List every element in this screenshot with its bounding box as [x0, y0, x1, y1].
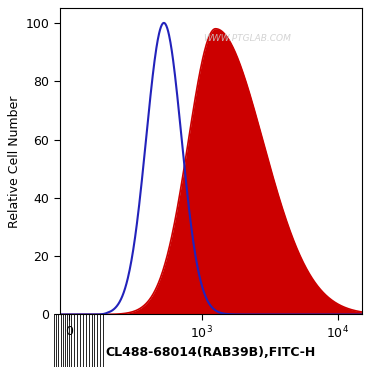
Y-axis label: Relative Cell Number: Relative Cell Number — [9, 95, 21, 228]
X-axis label: CL488-68014(RAB39B),FITC-H: CL488-68014(RAB39B),FITC-H — [105, 346, 316, 359]
Text: WWW.PTGLAB.COM: WWW.PTGLAB.COM — [203, 34, 291, 43]
